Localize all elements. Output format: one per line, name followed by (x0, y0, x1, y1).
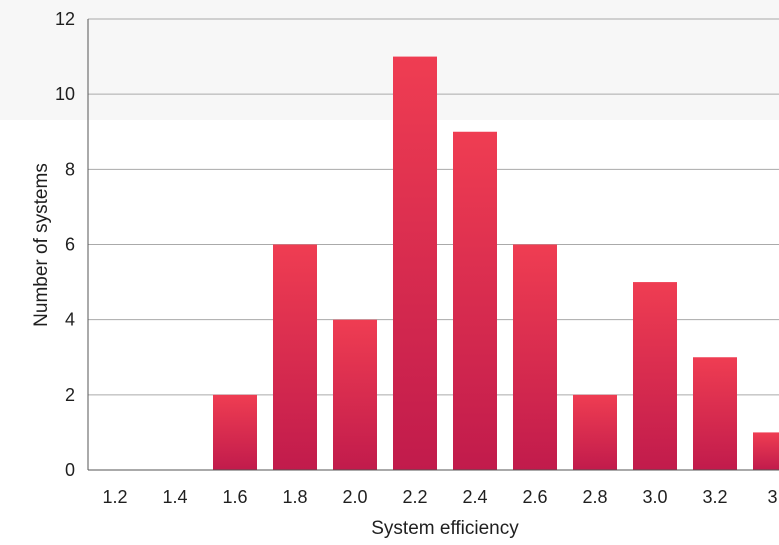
y-tick-label: 4 (65, 310, 75, 330)
x-axis-label: System efficiency (371, 518, 519, 539)
y-tick-label: 10 (55, 84, 75, 104)
y-tick-label: 8 (65, 159, 75, 179)
y-tick-labels: 0 2 4 6 8 10 12 (55, 9, 75, 480)
bar-2.8 (573, 394, 617, 470)
x-tick-label: 2.0 (342, 487, 367, 507)
bars (213, 56, 779, 470)
x-tick-label: 1.2 (102, 487, 127, 507)
bar-2.4 (453, 131, 497, 470)
bar-2.6 (513, 244, 557, 470)
bar-3.0 (633, 282, 677, 470)
y-tick-label: 12 (55, 9, 75, 29)
y-tick-label: 2 (65, 385, 75, 405)
axes (87, 19, 779, 471)
x-tick-label: 3.0 (642, 487, 667, 507)
x-tick-label: 1.8 (282, 487, 307, 507)
x-tick-label: 2.8 (582, 487, 607, 507)
bar-3.2 (693, 357, 737, 470)
chart-top-background-band (0, 0, 779, 120)
x-tick-label: 3. (767, 487, 779, 507)
bar-2.0 (333, 319, 377, 470)
bar-1.8 (273, 244, 317, 470)
bar-1.6 (213, 394, 257, 470)
bar-3.4 (753, 432, 779, 470)
x-tick-label: 1.4 (162, 487, 187, 507)
x-tick-label: 2.4 (462, 487, 487, 507)
x-tick-label: 3.2 (702, 487, 727, 507)
x-tick-label: 1.6 (222, 487, 247, 507)
y-axis-label: Number of systems (31, 163, 52, 327)
x-tick-label: 2.2 (402, 487, 427, 507)
bar-2.2 (393, 56, 437, 470)
y-tick-label: 6 (65, 235, 75, 255)
x-tick-labels: 1.2 1.4 1.6 1.8 2.0 2.2 2.4 2.6 2.8 3.0 3.2 3. (102, 487, 779, 507)
x-tick-label: 2.6 (522, 487, 547, 507)
y-tick-label: 0 (65, 460, 75, 480)
